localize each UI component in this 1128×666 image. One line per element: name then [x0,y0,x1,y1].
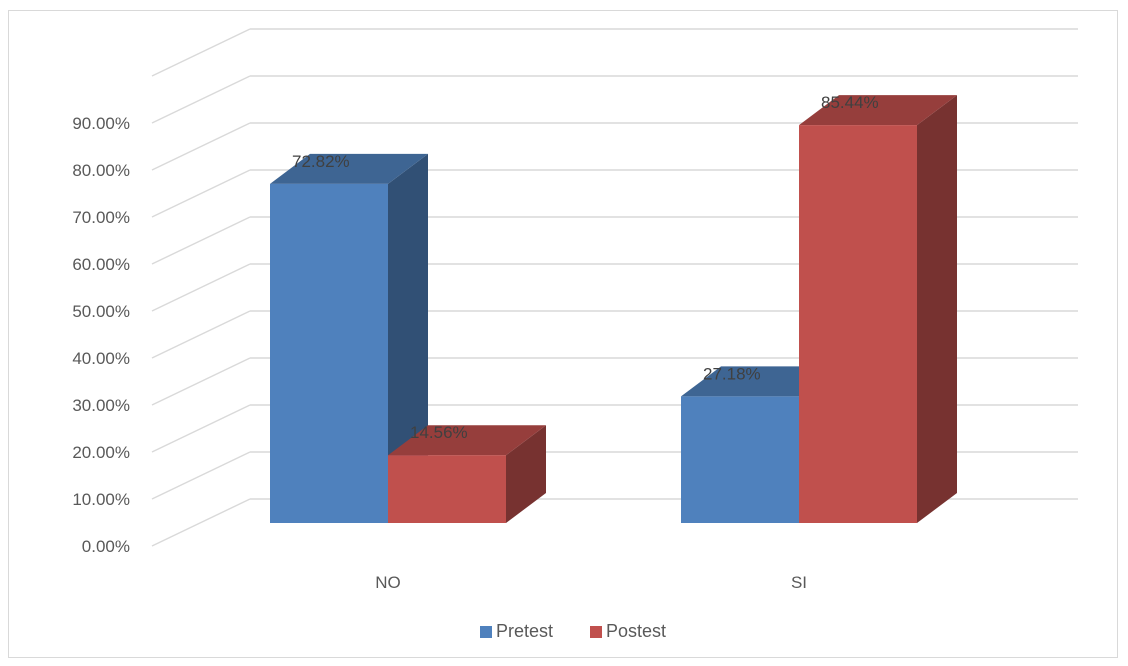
gridline-side [151,75,251,124]
legend-label: Postest [606,621,666,641]
y-tick-label: 50.00% [72,302,130,321]
data-labels: 72.82% 14.56% 27.18% 85.44% [292,93,879,442]
data-label: 14.56% [410,423,468,442]
data-label: 27.18% [703,364,761,383]
bar-top-face [388,425,546,456]
bar-top-face [270,153,428,184]
gridline-side [151,263,251,312]
x-category-label: SI [791,573,807,592]
legend: Pretest Postest [480,621,666,641]
y-tick-label: 40.00% [72,349,130,368]
gridline-side [151,357,251,406]
data-label: 72.82% [292,152,350,171]
legend-swatch [480,626,492,638]
gridline-side [151,28,251,77]
bar-front-face [270,183,388,523]
y-tick-label: 0.00% [82,537,130,556]
bars [270,95,957,523]
gridline-side [151,404,251,453]
gridline-side [151,169,251,218]
gridline-side [151,498,251,547]
legend-swatch [590,626,602,638]
y-tick-label: 70.00% [72,208,130,227]
bar-top-face [799,95,957,126]
x-axis-categories: NO SI [375,573,807,592]
y-tick-label: 30.00% [72,396,130,415]
gridline-side [151,310,251,359]
bar-side-face [506,425,546,523]
y-axis-ticks: 0.00% 10.00% 20.00% 30.00% 40.00% 50.00% 60.00… [72,114,130,556]
bar-side-face [917,95,957,523]
gridline-side [151,122,251,171]
legend-label: Pretest [496,621,553,641]
y-tick-label: 20.00% [72,443,130,462]
bar-pretest-no [270,153,428,523]
legend-item-postest: Postest [590,621,666,641]
y-tick-label: 60.00% [72,255,130,274]
bar-front-face [388,455,506,523]
gridline-side [151,451,251,500]
y-tick-label: 10.00% [72,490,130,509]
bar-side-face [388,153,428,523]
y-tick-label: 80.00% [72,161,130,180]
bar-front-face [681,396,799,523]
gridline-side [151,216,251,265]
legend-item-pretest: Pretest [480,621,553,641]
data-label: 85.44% [821,93,879,112]
bar-front-face [799,125,917,523]
bar-postest-no [388,425,546,523]
y-tick-label: 90.00% [72,114,130,133]
x-category-label: NO [375,573,401,592]
bar-postest-si [799,95,957,523]
